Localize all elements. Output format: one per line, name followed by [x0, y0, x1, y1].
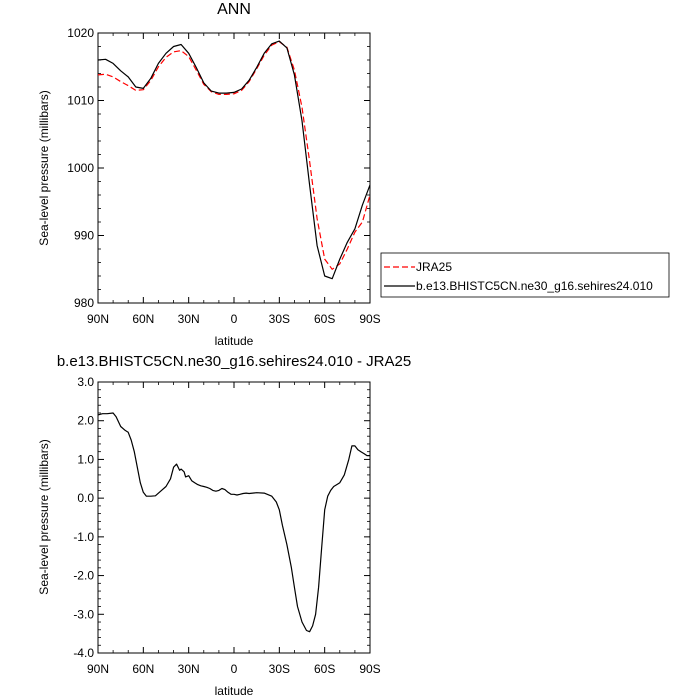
top-panel: ANN 90N 60N 30N 0 30S 60S 90S 980 990 1000 1010 102… — [37, 1, 670, 348]
top-y-tick-label: 1020 — [67, 26, 94, 40]
top-x-tick-label: 60N — [132, 312, 154, 326]
legend-label-jra25: JRA25 — [416, 260, 452, 274]
bottom-x-tick-label: 30S — [269, 662, 290, 676]
top-y-tick-label: 1010 — [67, 94, 94, 108]
bottom-series-lines — [97, 412, 370, 633]
top-series-line-model — [97, 40, 371, 280]
bottom-chart-title: b.e13.BHISTC5CN.ne30_g16.sehires24.010 -… — [57, 353, 411, 370]
top-y-axis-label: Sea-level pressure (millibars) — [37, 90, 51, 245]
bottom-x-tick-label: 0 — [231, 662, 238, 676]
top-series-line-jra25 — [97, 41, 371, 270]
bottom-axis-ticks: 90N 60N 30N 0 30S 60S 90S -4.0 -3.0 -2.0 -1.0 0.0 1.… — [73, 375, 380, 676]
legend-label-model: b.e13.BHISTC5CN.ne30_g16.sehires24.010 — [416, 279, 653, 293]
bottom-x-tick-label: 90N — [87, 662, 109, 676]
bottom-series-line-difference — [97, 412, 370, 633]
bottom-x-tick-label: 60N — [132, 662, 154, 676]
bottom-y-tick-label: 0.0 — [77, 491, 94, 505]
top-plot-frame — [97, 32, 371, 304]
bottom-y-axis-label: Sea-level pressure (millibars) — [37, 439, 51, 594]
bottom-y-tick-label: 1.0 — [77, 452, 94, 466]
bottom-y-tick-label: -1.0 — [73, 530, 94, 544]
bottom-y-tick-label: -2.0 — [73, 569, 94, 583]
bottom-panel: b.e13.BHISTC5CN.ne30_g16.sehires24.010 -… — [37, 353, 411, 698]
bottom-y-tick-label: 3.0 — [77, 375, 94, 389]
top-y-tick-label: 1000 — [67, 161, 94, 175]
bottom-x-tick-label: 30N — [178, 662, 200, 676]
bottom-x-tick-label: 90S — [359, 662, 380, 676]
top-x-axis-label: latitude — [215, 334, 254, 348]
bottom-x-axis-label: latitude — [215, 684, 254, 698]
bottom-y-tick-label: -3.0 — [73, 607, 94, 621]
legend-box — [380, 252, 670, 298]
legend: JRA25 b.e13.BHISTC5CN.ne30_g16.sehires24… — [380, 252, 670, 298]
top-x-tick-label: 60S — [314, 312, 335, 326]
top-x-tick-label: 90S — [359, 312, 380, 326]
bottom-y-tick-label: 2.0 — [77, 414, 94, 428]
top-y-tick-label: 990 — [74, 229, 94, 243]
top-series-lines — [97, 40, 371, 280]
bottom-x-tick-label: 60S — [314, 662, 335, 676]
top-chart-title: ANN — [217, 1, 251, 18]
top-x-tick-label: 90N — [87, 312, 109, 326]
top-x-tick-label: 30N — [178, 312, 200, 326]
top-axis-ticks: 90N 60N 30N 0 30S 60S 90S 980 990 1000 1010 1020 — [67, 26, 380, 326]
bottom-plot-frame — [97, 381, 371, 654]
top-x-tick-label: 0 — [231, 312, 238, 326]
top-y-tick-label: 980 — [74, 296, 94, 310]
top-x-tick-label: 30S — [269, 312, 290, 326]
bottom-y-tick-label: -4.0 — [73, 646, 94, 660]
